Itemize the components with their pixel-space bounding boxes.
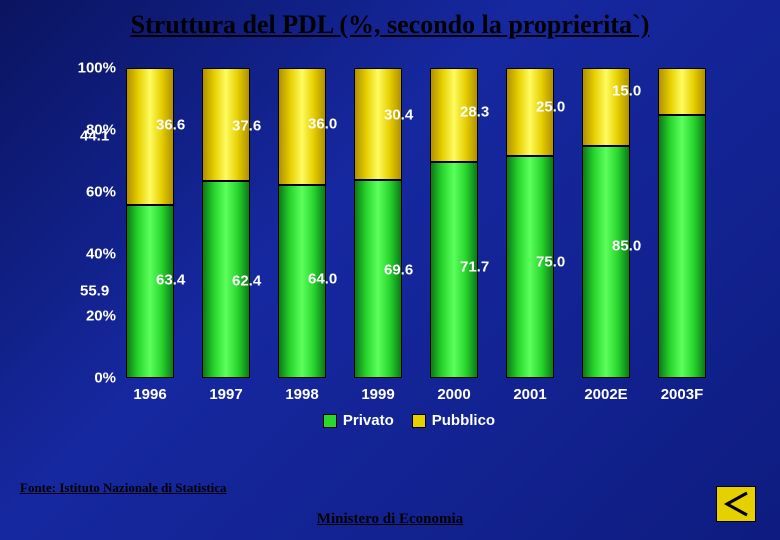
- x-category-label: 2000: [424, 386, 484, 403]
- x-category-label: 2001: [500, 386, 560, 403]
- chart-area: 55.944.163.436.662.437.664.036.069.630.4…: [60, 60, 740, 440]
- value-label-pubblico: 30.4: [384, 107, 413, 124]
- value-label-pubblico: 15.0: [612, 83, 641, 100]
- legend-swatch-pubblico: [412, 414, 426, 428]
- bar-privato: [582, 146, 630, 379]
- x-category-label: 2003F: [652, 386, 712, 403]
- value-label-privato: 62.4: [232, 273, 261, 290]
- bar-privato: [658, 115, 706, 379]
- value-label-privato: 63.4: [156, 271, 185, 288]
- x-category-label: 1996: [120, 386, 180, 403]
- bar-pubblico: [582, 68, 630, 146]
- value-label-privato: 64.0: [308, 270, 337, 287]
- bar-1997: [202, 68, 250, 378]
- x-category-label: 1999: [348, 386, 408, 403]
- y-tick-label: 100%: [60, 60, 116, 77]
- y-tick-label: 80%: [60, 122, 116, 139]
- legend-swatch-privato: [323, 414, 337, 428]
- bar-2002E: [582, 68, 630, 378]
- value-label-privato: 71.7: [460, 258, 489, 275]
- value-label-pubblico: 25.0: [536, 98, 565, 115]
- back-icon[interactable]: [716, 486, 756, 522]
- bar-privato: [354, 180, 402, 378]
- y-tick-label: 40%: [60, 246, 116, 263]
- plot-area: 55.944.163.436.662.437.664.036.069.630.4…: [122, 68, 722, 378]
- legend-label-pubblico: Pubblico: [432, 412, 495, 429]
- x-category-label: 2002E: [576, 386, 636, 403]
- bar-1996: [126, 68, 174, 378]
- y-tick-label: 20%: [60, 308, 116, 325]
- y-tick-label: 0%: [60, 370, 116, 387]
- value-label-privato: 55.9: [80, 283, 109, 300]
- value-label-pubblico: 36.0: [308, 115, 337, 132]
- chart-title: Struttura del PDL (%, secondo la proprie…: [0, 0, 780, 44]
- y-tick-label: 60%: [60, 184, 116, 201]
- bar-privato: [126, 205, 174, 378]
- legend-label-privato: Privato: [343, 412, 394, 429]
- value-label-pubblico: 37.6: [232, 118, 261, 135]
- x-category-label: 1997: [196, 386, 256, 403]
- footer-text: Ministero di Economia: [0, 511, 780, 528]
- value-label-privato: 69.6: [384, 262, 413, 279]
- bar-2003F: [658, 68, 706, 378]
- legend: Privato Pubblico: [60, 412, 740, 429]
- x-category-label: 1998: [272, 386, 332, 403]
- value-label-pubblico: 36.6: [156, 116, 185, 133]
- source-text: Fonte: Istituto Nazionale di Statistica: [20, 480, 227, 496]
- value-label-pubblico: 28.3: [460, 103, 489, 120]
- bar-pubblico: [354, 68, 402, 180]
- bar-pubblico: [658, 68, 706, 115]
- bar-pubblico: [126, 68, 174, 205]
- value-label-privato: 75.0: [536, 253, 565, 270]
- value-label-privato: 85.0: [612, 238, 641, 255]
